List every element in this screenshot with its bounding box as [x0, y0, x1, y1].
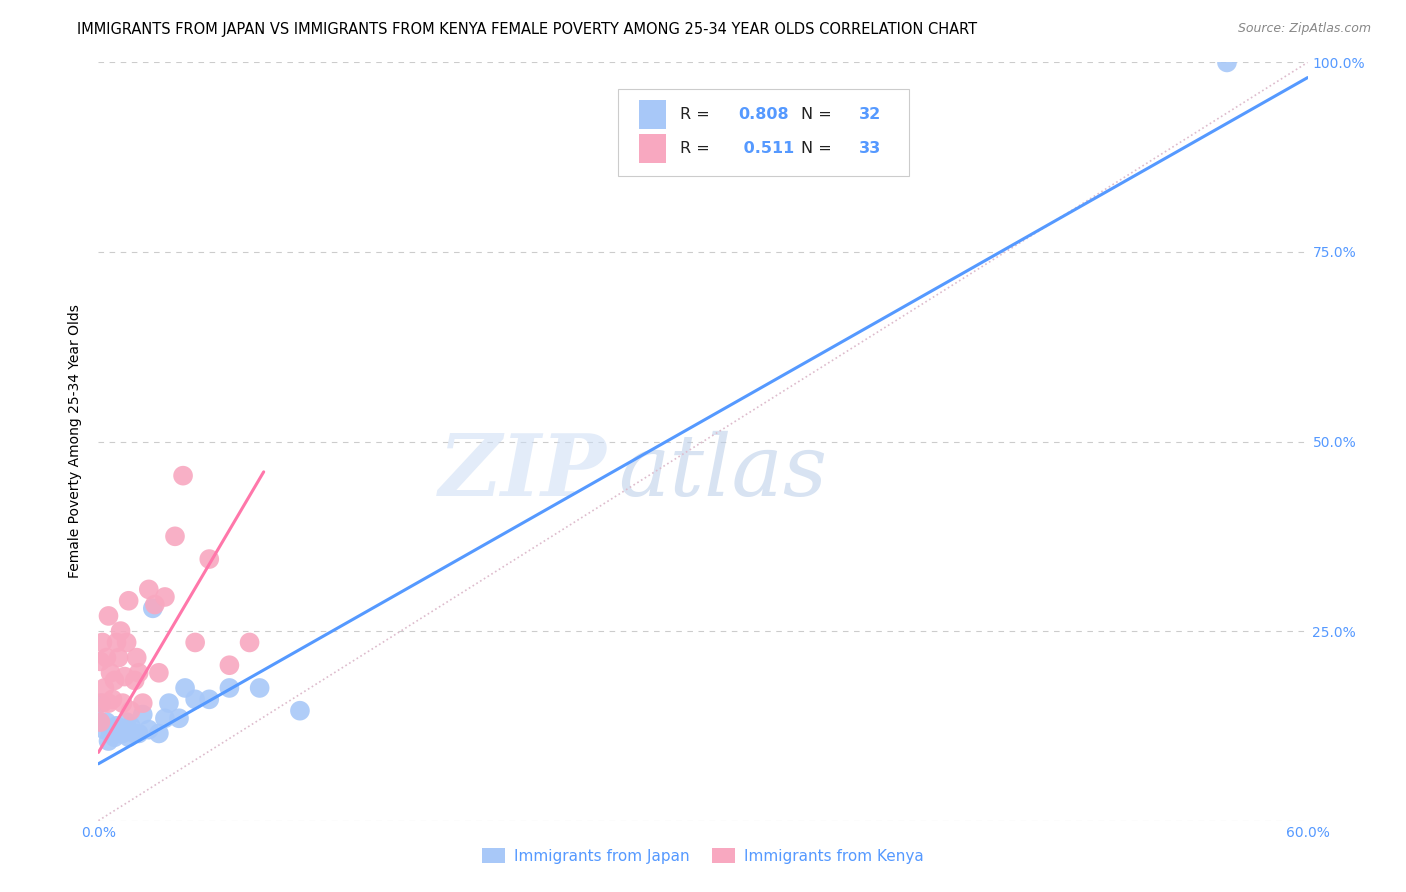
Point [218, 658, 240, 673]
Text: IMMIGRANTS FROM JAPAN VS IMMIGRANTS FROM KENYA FEMALE POVERTY AMONG 25-34 YEAR O: IMMIGRANTS FROM JAPAN VS IMMIGRANTS FROM… [77, 22, 977, 37]
Point [198, 552, 221, 566]
Point [132, 707, 155, 722]
Point [118, 730, 141, 744]
Point [100, 726, 122, 740]
Point [101, 723, 124, 737]
Point [120, 704, 142, 718]
Point [138, 582, 160, 597]
Point [115, 635, 138, 649]
Point [110, 726, 132, 740]
FancyBboxPatch shape [619, 89, 908, 177]
Point [93, 723, 115, 737]
Point [174, 681, 197, 695]
Point [172, 468, 194, 483]
Point [249, 681, 271, 695]
Point [114, 723, 136, 737]
Text: 0.808: 0.808 [738, 107, 789, 122]
Point [288, 704, 311, 718]
Point [114, 669, 136, 683]
Point [239, 635, 262, 649]
Point [107, 726, 129, 740]
Point [184, 692, 207, 706]
Point [128, 726, 150, 740]
Point [128, 665, 150, 680]
Text: 0.511: 0.511 [738, 141, 794, 155]
Point [105, 719, 128, 733]
Point [124, 673, 146, 688]
Text: N =: N = [801, 141, 837, 155]
Point [91, 635, 114, 649]
Point [125, 650, 148, 665]
Point [118, 594, 141, 608]
Point [103, 673, 125, 688]
Point [89, 696, 111, 710]
Point [142, 601, 165, 615]
Text: R =: R = [681, 141, 714, 155]
Point [157, 696, 180, 710]
Point [89, 715, 111, 730]
Point [103, 730, 125, 744]
Point [107, 650, 129, 665]
Text: atlas: atlas [619, 431, 828, 513]
Point [132, 696, 155, 710]
Point [96, 715, 118, 730]
Point [97, 734, 120, 748]
Point [100, 665, 122, 680]
Point [120, 719, 142, 733]
Text: R =: R = [681, 107, 714, 122]
FancyBboxPatch shape [638, 100, 665, 129]
Text: ZIP: ZIP [439, 430, 606, 514]
Point [167, 711, 190, 725]
Point [97, 696, 120, 710]
Point [105, 635, 128, 649]
Point [91, 696, 114, 710]
FancyBboxPatch shape [638, 134, 665, 162]
Point [198, 692, 221, 706]
Point [184, 635, 207, 649]
Point [101, 692, 124, 706]
Point [111, 696, 134, 710]
Point [89, 715, 111, 730]
Point [89, 655, 111, 669]
Y-axis label: Female Poverty Among 25-34 Year Olds: Female Poverty Among 25-34 Year Olds [69, 304, 83, 579]
Point [110, 624, 132, 639]
Point [115, 715, 138, 730]
Point [97, 608, 120, 623]
Point [124, 726, 146, 740]
Legend: Immigrants from Japan, Immigrants from Kenya: Immigrants from Japan, Immigrants from K… [475, 842, 931, 870]
Point [153, 711, 176, 725]
Text: 33: 33 [859, 141, 882, 155]
Point [111, 726, 134, 740]
Point [1216, 55, 1239, 70]
Point [96, 650, 118, 665]
Point [148, 665, 170, 680]
Text: N =: N = [801, 107, 837, 122]
Point [93, 681, 115, 695]
Point [218, 681, 240, 695]
Text: Source: ZipAtlas.com: Source: ZipAtlas.com [1237, 22, 1371, 36]
Point [138, 723, 160, 737]
Point [163, 529, 186, 543]
Text: 32: 32 [859, 107, 882, 122]
Point [148, 726, 170, 740]
Point [153, 590, 176, 604]
Point [143, 598, 166, 612]
